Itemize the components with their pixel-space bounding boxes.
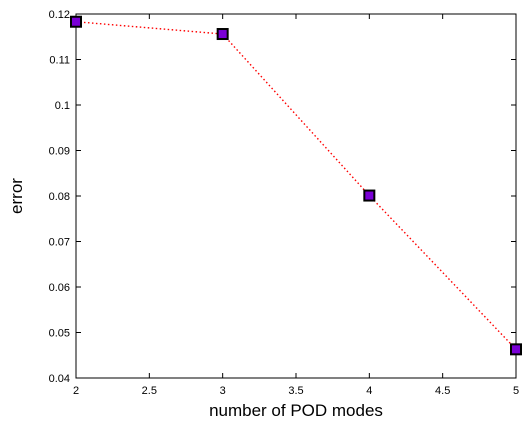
y-tick-label: 0.05 — [49, 328, 70, 340]
data-point-marker — [216, 28, 229, 41]
y-tick-label: 0.04 — [49, 373, 70, 385]
y-tick-label: 0.11 — [49, 55, 70, 67]
y-axis-label: error — [7, 178, 26, 214]
data-point-marker — [510, 343, 522, 356]
y-tick-label: 0.1 — [55, 100, 70, 112]
x-tick-label: 4 — [366, 385, 372, 397]
x-tick-label: 3 — [220, 385, 226, 397]
x-tick-label: 5 — [513, 385, 519, 397]
x-tick-label: 2 — [73, 385, 79, 397]
y-tick-label: 0.09 — [49, 146, 70, 158]
data-point-marker — [363, 189, 376, 202]
x-tick-label: 4.5 — [435, 385, 450, 397]
error-series-markers — [70, 15, 522, 356]
x-axis-label: number of POD modes — [209, 401, 383, 420]
data-point-marker — [70, 15, 82, 28]
y-axis-ticks: 0.04 0.05 0.06 0.07 0.08 0.09 0.1 0.11 0.12 — [49, 9, 516, 385]
plot-area-frame — [75, 13, 517, 379]
y-tick-label: 0.07 — [49, 237, 70, 249]
error-series-line — [75, 21, 517, 350]
y-tick-label: 0.06 — [49, 282, 70, 294]
y-tick-label: 0.08 — [49, 191, 70, 203]
x-tick-label: 2.5 — [142, 385, 157, 397]
x-axis-ticks: 2 2.5 3 3.5 4 4.5 5 — [73, 14, 519, 397]
x-tick-label: 3.5 — [288, 385, 303, 397]
y-tick-label: 0.12 — [49, 9, 70, 21]
